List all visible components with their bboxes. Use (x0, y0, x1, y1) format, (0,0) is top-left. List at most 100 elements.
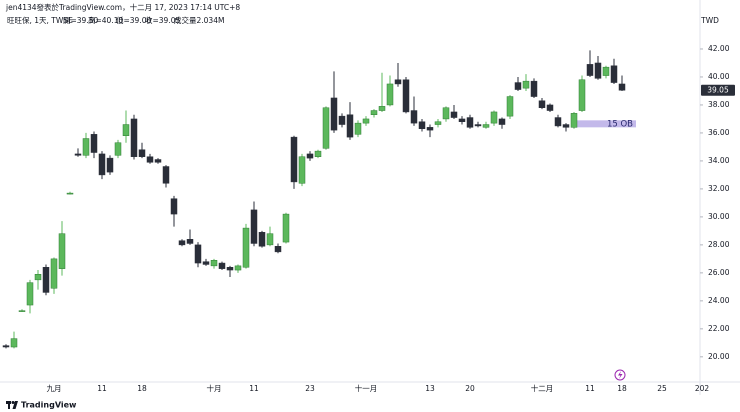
candle-body (178, 240, 186, 246)
volume: 成交量2.034M (174, 15, 224, 25)
candle-body (130, 118, 138, 157)
brand: TradingView (21, 401, 77, 410)
candle-body (586, 64, 594, 76)
ohlc-close: 收=39.05 (145, 15, 180, 25)
candle-body (354, 122, 362, 135)
candle-body (570, 113, 578, 128)
candle-body (410, 110, 418, 124)
x-tick-label: 11 (97, 384, 107, 393)
x-tick-label: 十一月 (355, 383, 378, 393)
candle-body (74, 153, 82, 156)
candle-body (234, 265, 242, 271)
candle-body (18, 310, 26, 312)
y-tick-label: 34.00 (708, 156, 730, 165)
candle-body (114, 142, 122, 156)
candle-body (474, 124, 482, 127)
y-tick-label: 26.00 (708, 268, 730, 277)
candle-body (42, 267, 50, 293)
candle-body (194, 244, 202, 264)
x-tick-label: 11 (585, 384, 595, 393)
candle-body (106, 157, 114, 173)
x-tick-label: 18 (137, 384, 147, 393)
candle-body (218, 262, 226, 269)
y-tick-label: 40.00 (708, 72, 730, 81)
candle-body (10, 338, 18, 348)
y-tick-label: 42.00 (708, 44, 730, 53)
candle-body (418, 121, 426, 129)
ohlc-open: 開=39.50 (63, 16, 98, 25)
candle-body (162, 166, 170, 184)
ohlc-high: 高=40.10 (88, 15, 123, 25)
y-tick-label: 24.00 (708, 296, 730, 305)
candle-body (82, 138, 90, 156)
candle-body (522, 80, 530, 89)
currency: TWD (700, 16, 719, 25)
author-line: jen4134發表於TradingView.com，十二月 17, 2023 1… (5, 2, 240, 12)
x-tick-label: 25 (657, 384, 667, 393)
x-tick-label: 18 (617, 384, 627, 393)
candle-body (330, 97, 338, 131)
logo (6, 401, 18, 409)
candle-body (122, 124, 130, 136)
ohlc-low: 低=39.00 (116, 15, 151, 25)
candle-body (58, 233, 66, 269)
candle-body (434, 121, 442, 125)
candle-body (242, 227, 250, 268)
candle-body (210, 260, 218, 267)
candle-body (306, 153, 314, 159)
candle-body (274, 246, 282, 253)
candle-body (506, 96, 514, 117)
candle-body (170, 198, 178, 215)
candle-body (34, 274, 42, 281)
candle-body (146, 156, 154, 163)
candle-body (290, 136, 298, 183)
candle-body (442, 107, 450, 120)
candle-body (498, 118, 506, 125)
y-tick-label: 36.00 (708, 128, 730, 137)
candle-body (314, 150, 322, 157)
candle-body (386, 83, 394, 106)
x-tick-label: 十二月 (531, 383, 554, 393)
candle-body (482, 124, 490, 128)
candle-body (466, 117, 474, 128)
candle-body (394, 79, 402, 85)
candle-body (226, 267, 234, 271)
candle-body (602, 66, 610, 76)
y-tick-label: 32.00 (708, 184, 730, 193)
candle-body (154, 159, 162, 163)
candle-body (250, 209, 258, 244)
x-tick-label: 23 (305, 384, 315, 393)
y-tick-label: 20.00 (708, 352, 730, 361)
y-tick-label: 38.00 (708, 100, 730, 109)
y-tick-label: 22.00 (708, 324, 730, 333)
candle-body (26, 282, 34, 306)
candle-body (338, 115, 346, 125)
candle-body (554, 117, 562, 127)
x-tick-label: 九月 (47, 384, 62, 393)
candle-body (66, 192, 74, 195)
candle-body (490, 111, 498, 124)
order-block-label: 15 OB (607, 119, 633, 129)
candle-body (402, 79, 410, 113)
x-tick-label: 十月 (207, 383, 222, 393)
candle-body (538, 100, 546, 108)
candle-body (514, 82, 522, 90)
x-tick-label: 13 (425, 384, 435, 393)
x-tick-label: 11 (249, 384, 259, 393)
candle-body (298, 156, 306, 184)
candle-body (362, 118, 370, 124)
candle-body (618, 83, 626, 91)
candle-body (578, 79, 586, 111)
y-tick-label: 30.00 (708, 212, 730, 221)
y-tick-label: 28.00 (708, 240, 730, 249)
candle-body (378, 106, 386, 111)
candle-body (426, 127, 434, 131)
candle-body (266, 233, 274, 246)
candle-body (2, 345, 10, 348)
candle-body (282, 213, 290, 243)
candle-body (202, 261, 210, 265)
candle-body (90, 134, 98, 153)
x-tick-label: 202 (695, 384, 710, 393)
